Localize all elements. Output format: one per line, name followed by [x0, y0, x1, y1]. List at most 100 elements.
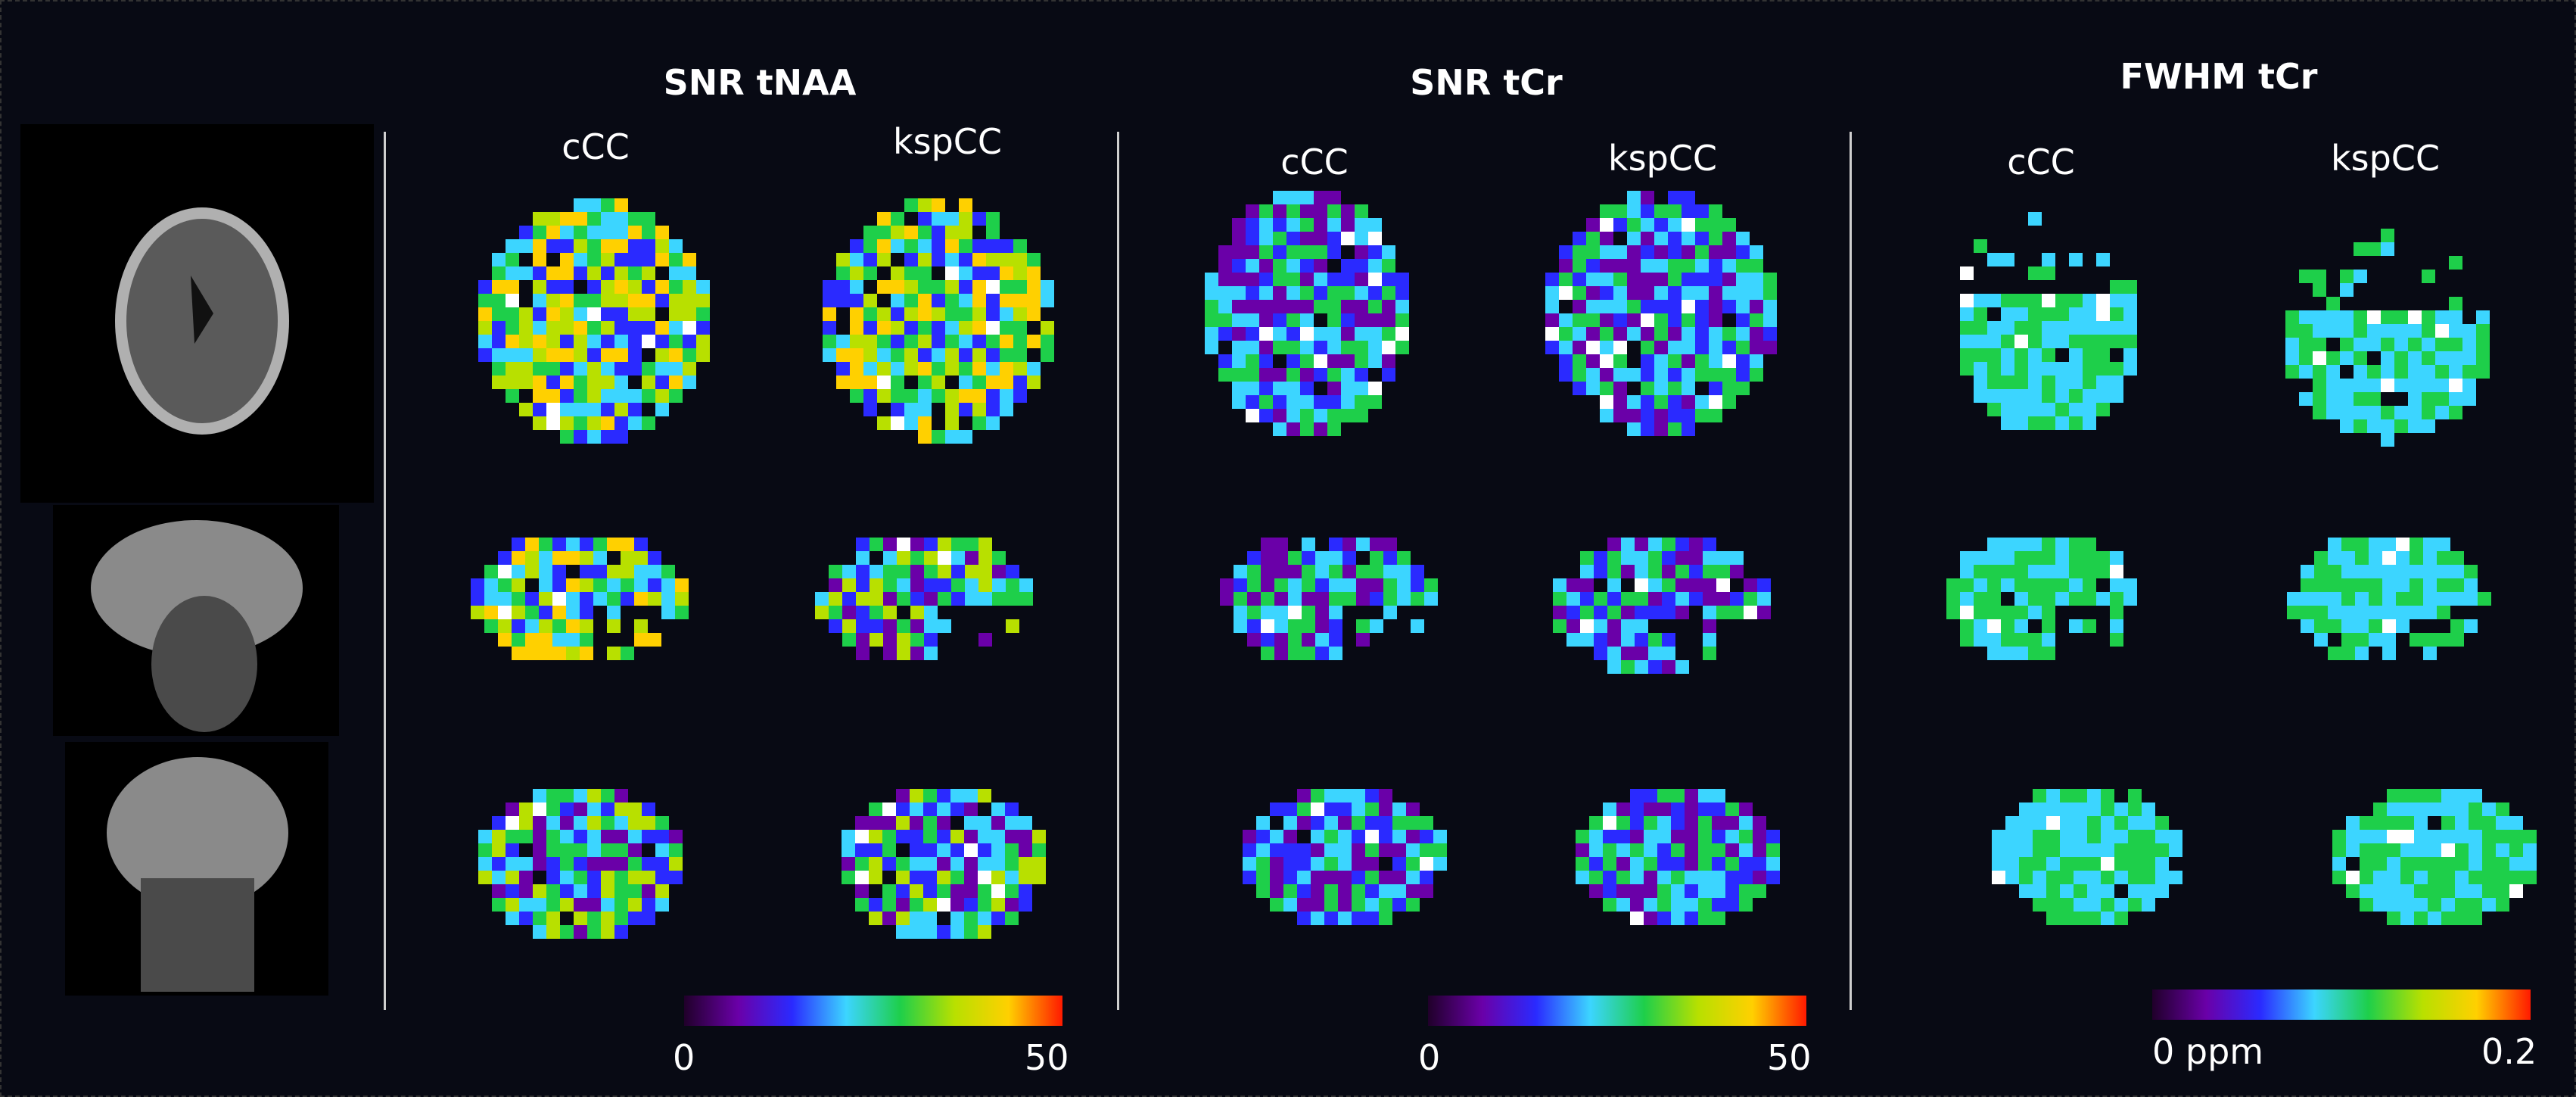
map-voxel [642, 884, 655, 898]
map-voxel [1274, 565, 1288, 578]
map-voxel [978, 578, 992, 592]
map-voxel [1259, 245, 1273, 259]
map-voxel [1641, 409, 1654, 422]
map-voxel [2083, 376, 2096, 389]
map-voxel [1314, 232, 1327, 245]
coronal-brain-graphic [107, 757, 288, 992]
map-voxel [2083, 565, 2096, 578]
map-voxel [1288, 633, 1302, 647]
map-voxel [923, 857, 937, 871]
map-voxel [2496, 898, 2509, 912]
map-voxel [1573, 273, 1586, 286]
map-voxel [587, 362, 601, 376]
map-voxel [1627, 409, 1641, 422]
map-voxel [978, 925, 991, 939]
map-voxel [1286, 218, 1300, 232]
map-voxel [1974, 294, 1987, 307]
map-voxel [1314, 245, 1327, 259]
map-voxel [1286, 204, 1300, 218]
map-voxel [1671, 912, 1685, 925]
map-voxel [1013, 307, 1027, 321]
map-voxel [1580, 619, 1594, 633]
map-voxel [2046, 816, 2060, 830]
map-voxel [478, 294, 492, 307]
map-voxel [1000, 376, 1013, 389]
map-voxel [587, 843, 601, 857]
map-voxel [1573, 245, 1586, 259]
map-voxel [2001, 403, 2014, 416]
map-voxel [932, 335, 945, 348]
map-voxel [2381, 242, 2394, 256]
map-voxel [525, 619, 539, 633]
map-voxel [601, 871, 614, 884]
map-voxel [1736, 368, 1750, 382]
map-voxel [823, 348, 836, 362]
map-voxel [2449, 351, 2462, 365]
map-voxel [2074, 871, 2087, 884]
metabolite-map [823, 198, 1054, 444]
map-voxel [1668, 368, 1682, 382]
map-voxel [2382, 606, 2396, 619]
map-voxel [587, 403, 601, 416]
map-voxel [1709, 354, 1722, 368]
map-voxel [1698, 884, 1712, 898]
map-voxel [1395, 273, 1409, 286]
map-voxel [883, 633, 897, 647]
map-voxel [2042, 389, 2055, 403]
map-voxel [492, 348, 506, 362]
map-voxel [1246, 286, 1259, 300]
map-voxel [2001, 416, 2014, 430]
map-voxel [1286, 191, 1300, 204]
map-voxel [1695, 245, 1709, 259]
map-voxel [661, 565, 675, 578]
map-voxel [560, 389, 574, 403]
map-voxel [533, 843, 546, 857]
map-voxel [2428, 884, 2441, 898]
map-voxel [1259, 273, 1273, 286]
map-voxel [2001, 376, 2014, 389]
map-voxel [1273, 286, 1286, 300]
map-voxel [1406, 802, 1420, 816]
map-voxel [1657, 871, 1671, 884]
map-voxel [1589, 830, 1603, 843]
map-voxel [2341, 619, 2355, 633]
map-voxel [1288, 592, 1302, 606]
map-voxel [1243, 857, 1256, 871]
map-voxel [938, 578, 951, 592]
map-voxel [1654, 341, 1668, 354]
map-voxel [1274, 619, 1288, 633]
map-voxel [923, 925, 937, 939]
map-voxel [628, 802, 642, 816]
map-voxel [574, 389, 587, 403]
map-voxel [1013, 239, 1027, 253]
map-voxel [587, 789, 601, 802]
map-voxel [2469, 816, 2482, 830]
map-voxel [1300, 341, 1314, 354]
map-voxel [1709, 245, 1722, 259]
map-voxel [621, 592, 634, 606]
map-voxel [669, 348, 683, 362]
map-voxel [525, 606, 539, 619]
map-voxel [2028, 551, 2042, 565]
map-voxel [1261, 619, 1274, 633]
map-voxel [2464, 578, 2478, 592]
map-voxel [882, 884, 896, 898]
map-voxel [525, 538, 539, 551]
map-voxel [1987, 362, 2001, 376]
map-voxel [1616, 843, 1630, 857]
map-voxel [539, 538, 552, 551]
map-voxel [2074, 802, 2087, 816]
map-voxel [986, 376, 1000, 389]
map-voxel [1662, 551, 1675, 565]
map-voxel [478, 871, 492, 884]
map-voxel [959, 335, 972, 348]
map-voxel [937, 830, 950, 843]
map-voxel [1635, 551, 1648, 565]
map-voxel [1341, 313, 1355, 327]
map-voxel [1559, 354, 1573, 368]
map-voxel [1573, 327, 1586, 341]
map-voxel [986, 212, 1000, 226]
map-voxel [539, 619, 552, 633]
map-voxel [1662, 565, 1675, 578]
map-voxel [560, 898, 574, 912]
